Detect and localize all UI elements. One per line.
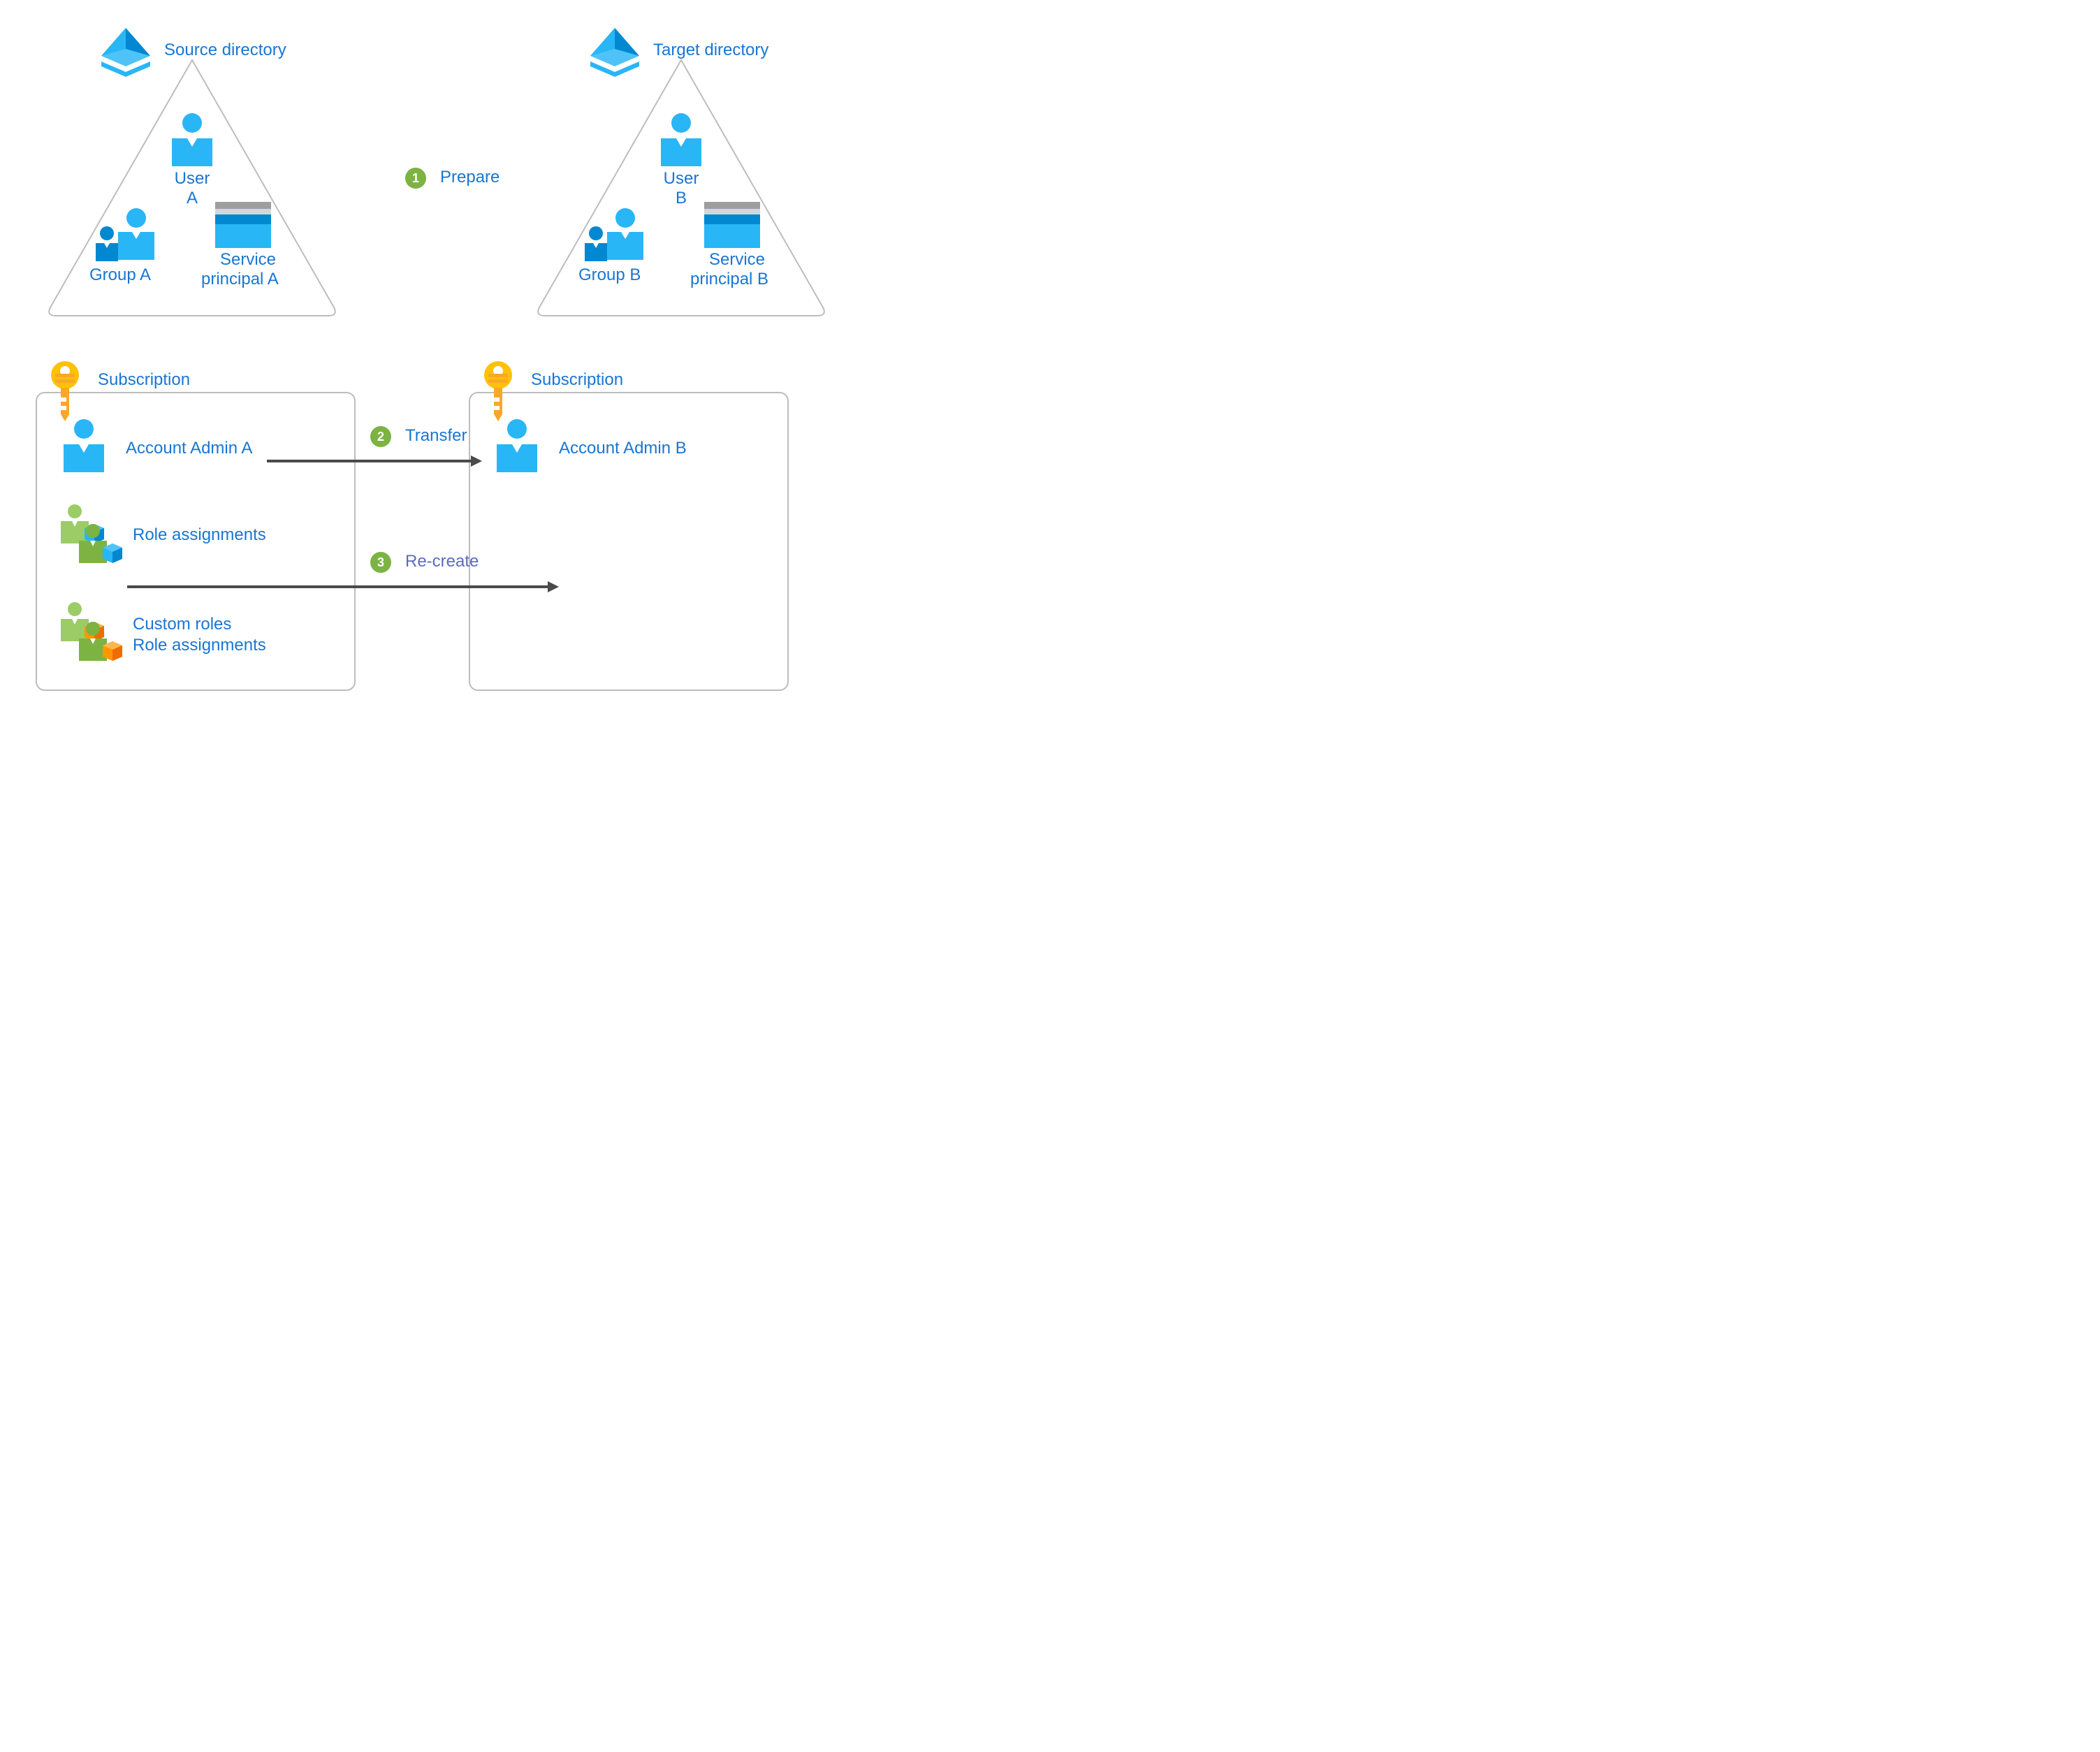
step-3-num: 3 — [377, 555, 384, 570]
sp-b-line2: principal B — [690, 270, 768, 289]
service-principal-icon — [215, 202, 271, 248]
key-icon — [479, 360, 518, 423]
custom-role-icon — [52, 601, 122, 664]
role-assignment-icon — [52, 503, 122, 566]
step-2-label: Transfer — [405, 426, 467, 446]
group-b-label: Group B — [578, 265, 641, 285]
custom-roles-label: Custom roles — [133, 615, 231, 634]
group-a-label: Group A — [89, 265, 151, 285]
key-icon — [45, 360, 85, 423]
step-1-badge: 1 — [405, 168, 426, 189]
diagram-canvas: Source directory User A Group A Service … — [28, 28, 880, 740]
sp-a-line1: Service — [220, 250, 276, 270]
step-2-badge: 2 — [370, 426, 391, 447]
step-3-badge: 3 — [370, 552, 391, 573]
custom-role-assignments-label: Role assignments — [133, 636, 266, 655]
target-subscription-title: Subscription — [531, 370, 623, 390]
user-icon — [59, 418, 108, 474]
user-icon — [493, 418, 541, 474]
admin-a-label: Account Admin A — [126, 439, 252, 458]
step-1-label: Prepare — [440, 168, 500, 187]
group-icon — [583, 208, 653, 263]
step-1-num: 1 — [412, 171, 419, 186]
source-subscription-title: Subscription — [98, 370, 190, 390]
user-icon — [168, 112, 217, 168]
recreate-arrow — [127, 580, 560, 594]
transfer-arrow — [267, 454, 483, 468]
step-2-num: 2 — [377, 430, 384, 444]
user-b-label: User B — [657, 169, 706, 208]
admin-b-label: Account Admin B — [559, 439, 687, 458]
user-icon — [657, 112, 706, 168]
role-assignments-label: Role assignments — [133, 525, 266, 545]
group-icon — [94, 208, 164, 263]
sp-b-line1: Service — [709, 250, 765, 270]
sp-a-line2: principal A — [201, 270, 279, 289]
user-a-label: User A — [168, 169, 217, 208]
step-3-label: Re-create — [405, 552, 479, 571]
service-principal-icon — [704, 202, 760, 248]
